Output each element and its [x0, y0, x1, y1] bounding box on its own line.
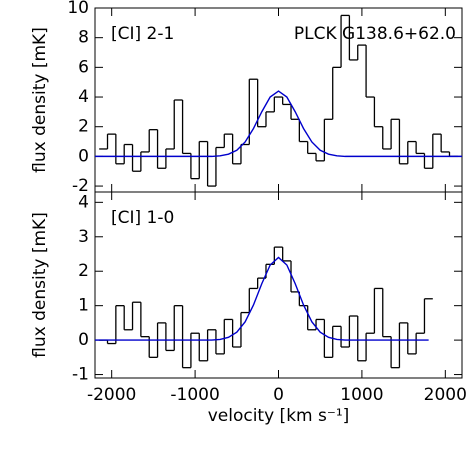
y-tick-label: 4 [78, 192, 89, 212]
annotation: PLCK G138.6+62.0 [294, 24, 456, 44]
y-tick-label: 10 [67, 0, 89, 18]
x-tick-label: 2000 [424, 385, 467, 405]
y-tick-label: 4 [78, 87, 89, 107]
y-tick-label: 1 [78, 296, 89, 316]
x-tick-label: 1000 [340, 385, 383, 405]
y-tick-label: 0 [78, 330, 89, 350]
x-axis-label: velocity [km s⁻¹] [208, 406, 350, 426]
y-tick-label: -2 [72, 176, 89, 196]
y-tick-label: 2 [78, 261, 89, 281]
panel-label: [CI] 1-0 [111, 208, 174, 228]
x-tick-label: -1000 [170, 385, 219, 405]
y-tick-label: 2 [78, 117, 89, 137]
fit-curve [95, 256, 429, 341]
x-tick-label: -2000 [87, 385, 136, 405]
y-axis-label: flux density [mK] [30, 212, 50, 358]
y-tick-label: -1 [72, 365, 89, 385]
y-tick-label: 0 [78, 146, 89, 166]
y-tick-label: 3 [78, 227, 89, 247]
panel-label: [CI] 2-1 [111, 24, 174, 44]
fit-curve [95, 90, 462, 158]
y-tick-label: 8 [78, 28, 89, 48]
x-tick-label: 0 [273, 385, 284, 405]
y-tick-label: 6 [78, 57, 89, 77]
y-axis-label: flux density [mK] [30, 27, 50, 173]
